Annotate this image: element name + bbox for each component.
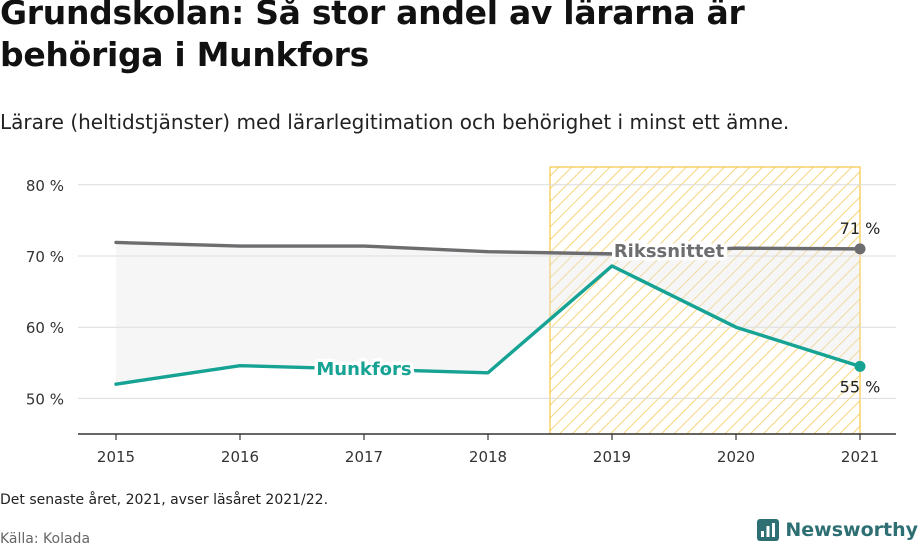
x-tick-label: 2017 (345, 448, 383, 466)
x-tick-label: 2015 (97, 448, 135, 466)
chart-subtitle: Lärare (heltidstjänster) med lärarlegiti… (0, 110, 790, 134)
highlight-hatch (550, 167, 860, 434)
x-tick-label: 2016 (221, 448, 259, 466)
line-chart: 80 %70 %60 %50 % RikssnittetRikssnittetM… (26, 166, 896, 466)
x-tick-label: 2020 (717, 448, 755, 466)
chart-title: Grundskolan: Så stor andel av lärarna är… (0, 0, 745, 74)
y-tick-label: 70 % (26, 248, 64, 266)
y-tick-label: 60 % (26, 319, 64, 337)
brand-name: Newsworthy (785, 519, 918, 541)
x-tick-label: 2021 (841, 448, 879, 466)
gap-area (116, 242, 860, 385)
bar-chart-icon (757, 519, 780, 541)
series-label-halo: Rikssnittet (614, 241, 725, 262)
y-tick-label: 50 % (26, 390, 64, 408)
end-point-1 (854, 360, 866, 372)
series-line-1 (114, 264, 862, 386)
series-line-0 (114, 240, 862, 256)
y-tick-label: 80 % (26, 177, 64, 195)
x-tick-label: 2018 (469, 448, 507, 466)
newsworthy-logo: Newsworthy (757, 519, 918, 541)
end-value-label: 71 % (840, 219, 881, 238)
series-label-halo: Munkfors (316, 359, 411, 380)
series-label: Rikssnittet (614, 241, 725, 262)
x-tick-label: 2019 (593, 448, 631, 466)
source-note: Källa: Kolada (0, 531, 91, 547)
series-label: Munkfors (316, 359, 411, 380)
end-value-label: 55 % (840, 377, 881, 396)
footnote: Det senaste året, 2021, avser läsåret 20… (0, 492, 329, 508)
end-point-0 (854, 243, 866, 255)
